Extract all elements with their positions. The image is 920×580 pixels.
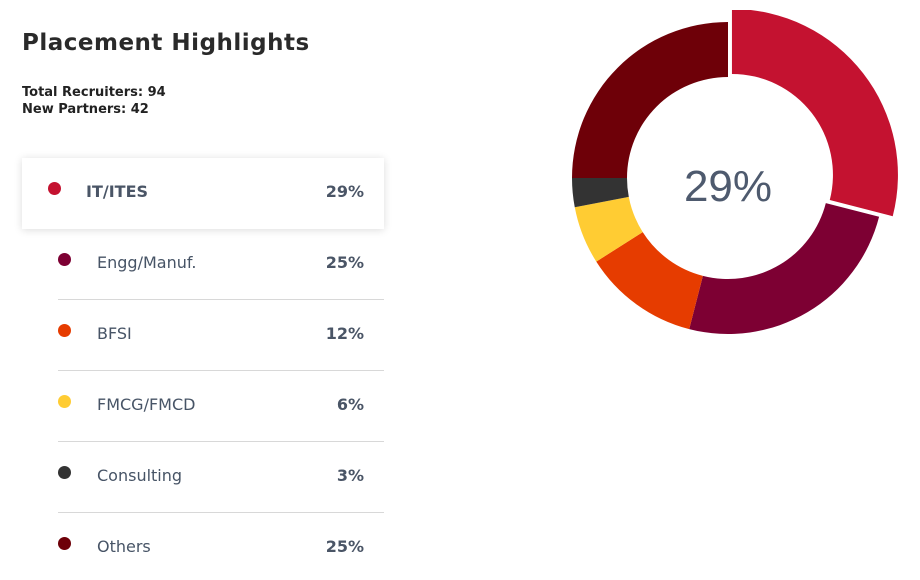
center-value-label: 29% <box>684 162 772 211</box>
legend-dot <box>48 182 61 195</box>
page-title: Placement Highlights <box>22 30 310 56</box>
donut-slice-fmcg-fmcd[interactable] <box>574 196 643 262</box>
legend-dot <box>58 253 71 266</box>
chart-legend: IT/ITES 29% Engg/Manuf. 25% BFSI 12% FMC… <box>22 158 384 580</box>
legend-item-others[interactable]: Others 25% <box>58 513 384 580</box>
total-recruiters: Total Recruiters: 94 <box>22 85 166 100</box>
legend-label: IT/ITES <box>86 182 149 201</box>
legend-dot <box>58 324 71 337</box>
legend-label: FMCG/FMCD <box>97 395 196 414</box>
donut-slices <box>572 10 898 334</box>
legend-label: Others <box>97 537 151 556</box>
donut-slice-others[interactable] <box>572 22 728 178</box>
legend-label: BFSI <box>97 324 132 343</box>
donut-slice-engg-manuf[interactable] <box>689 203 880 334</box>
recruiter-stats: Total Recruiters: 94 New Partners: 42 <box>22 84 166 118</box>
legend-item-it-ites[interactable]: IT/ITES 29% <box>22 158 384 229</box>
legend-item-fmcg-fmcd[interactable]: FMCG/FMCD 6% <box>58 371 384 442</box>
legend-value: 12% <box>325 324 364 343</box>
legend-value: 29% <box>325 182 364 201</box>
legend-value: 25% <box>325 537 364 556</box>
new-partners: New Partners: 42 <box>22 102 149 117</box>
legend-item-consulting[interactable]: Consulting 3% <box>58 442 384 513</box>
legend-value: 25% <box>325 253 364 272</box>
legend-label: Engg/Manuf. <box>97 253 197 272</box>
legend-dot <box>58 395 71 408</box>
donut-chart: 29% <box>572 10 898 334</box>
donut-slice-it-ites[interactable] <box>731 10 898 217</box>
legend-item-engg-manuf[interactable]: Engg/Manuf. 25% <box>58 229 384 300</box>
legend-value: 6% <box>336 395 364 414</box>
donut-slice-bfsi[interactable] <box>596 232 703 330</box>
legend-dot <box>58 466 71 479</box>
legend-value: 3% <box>336 466 364 485</box>
legend-item-bfsi[interactable]: BFSI 12% <box>58 300 384 371</box>
donut-slice-consulting[interactable] <box>572 178 629 208</box>
legend-label: Consulting <box>97 466 183 485</box>
legend-dot <box>58 537 71 550</box>
